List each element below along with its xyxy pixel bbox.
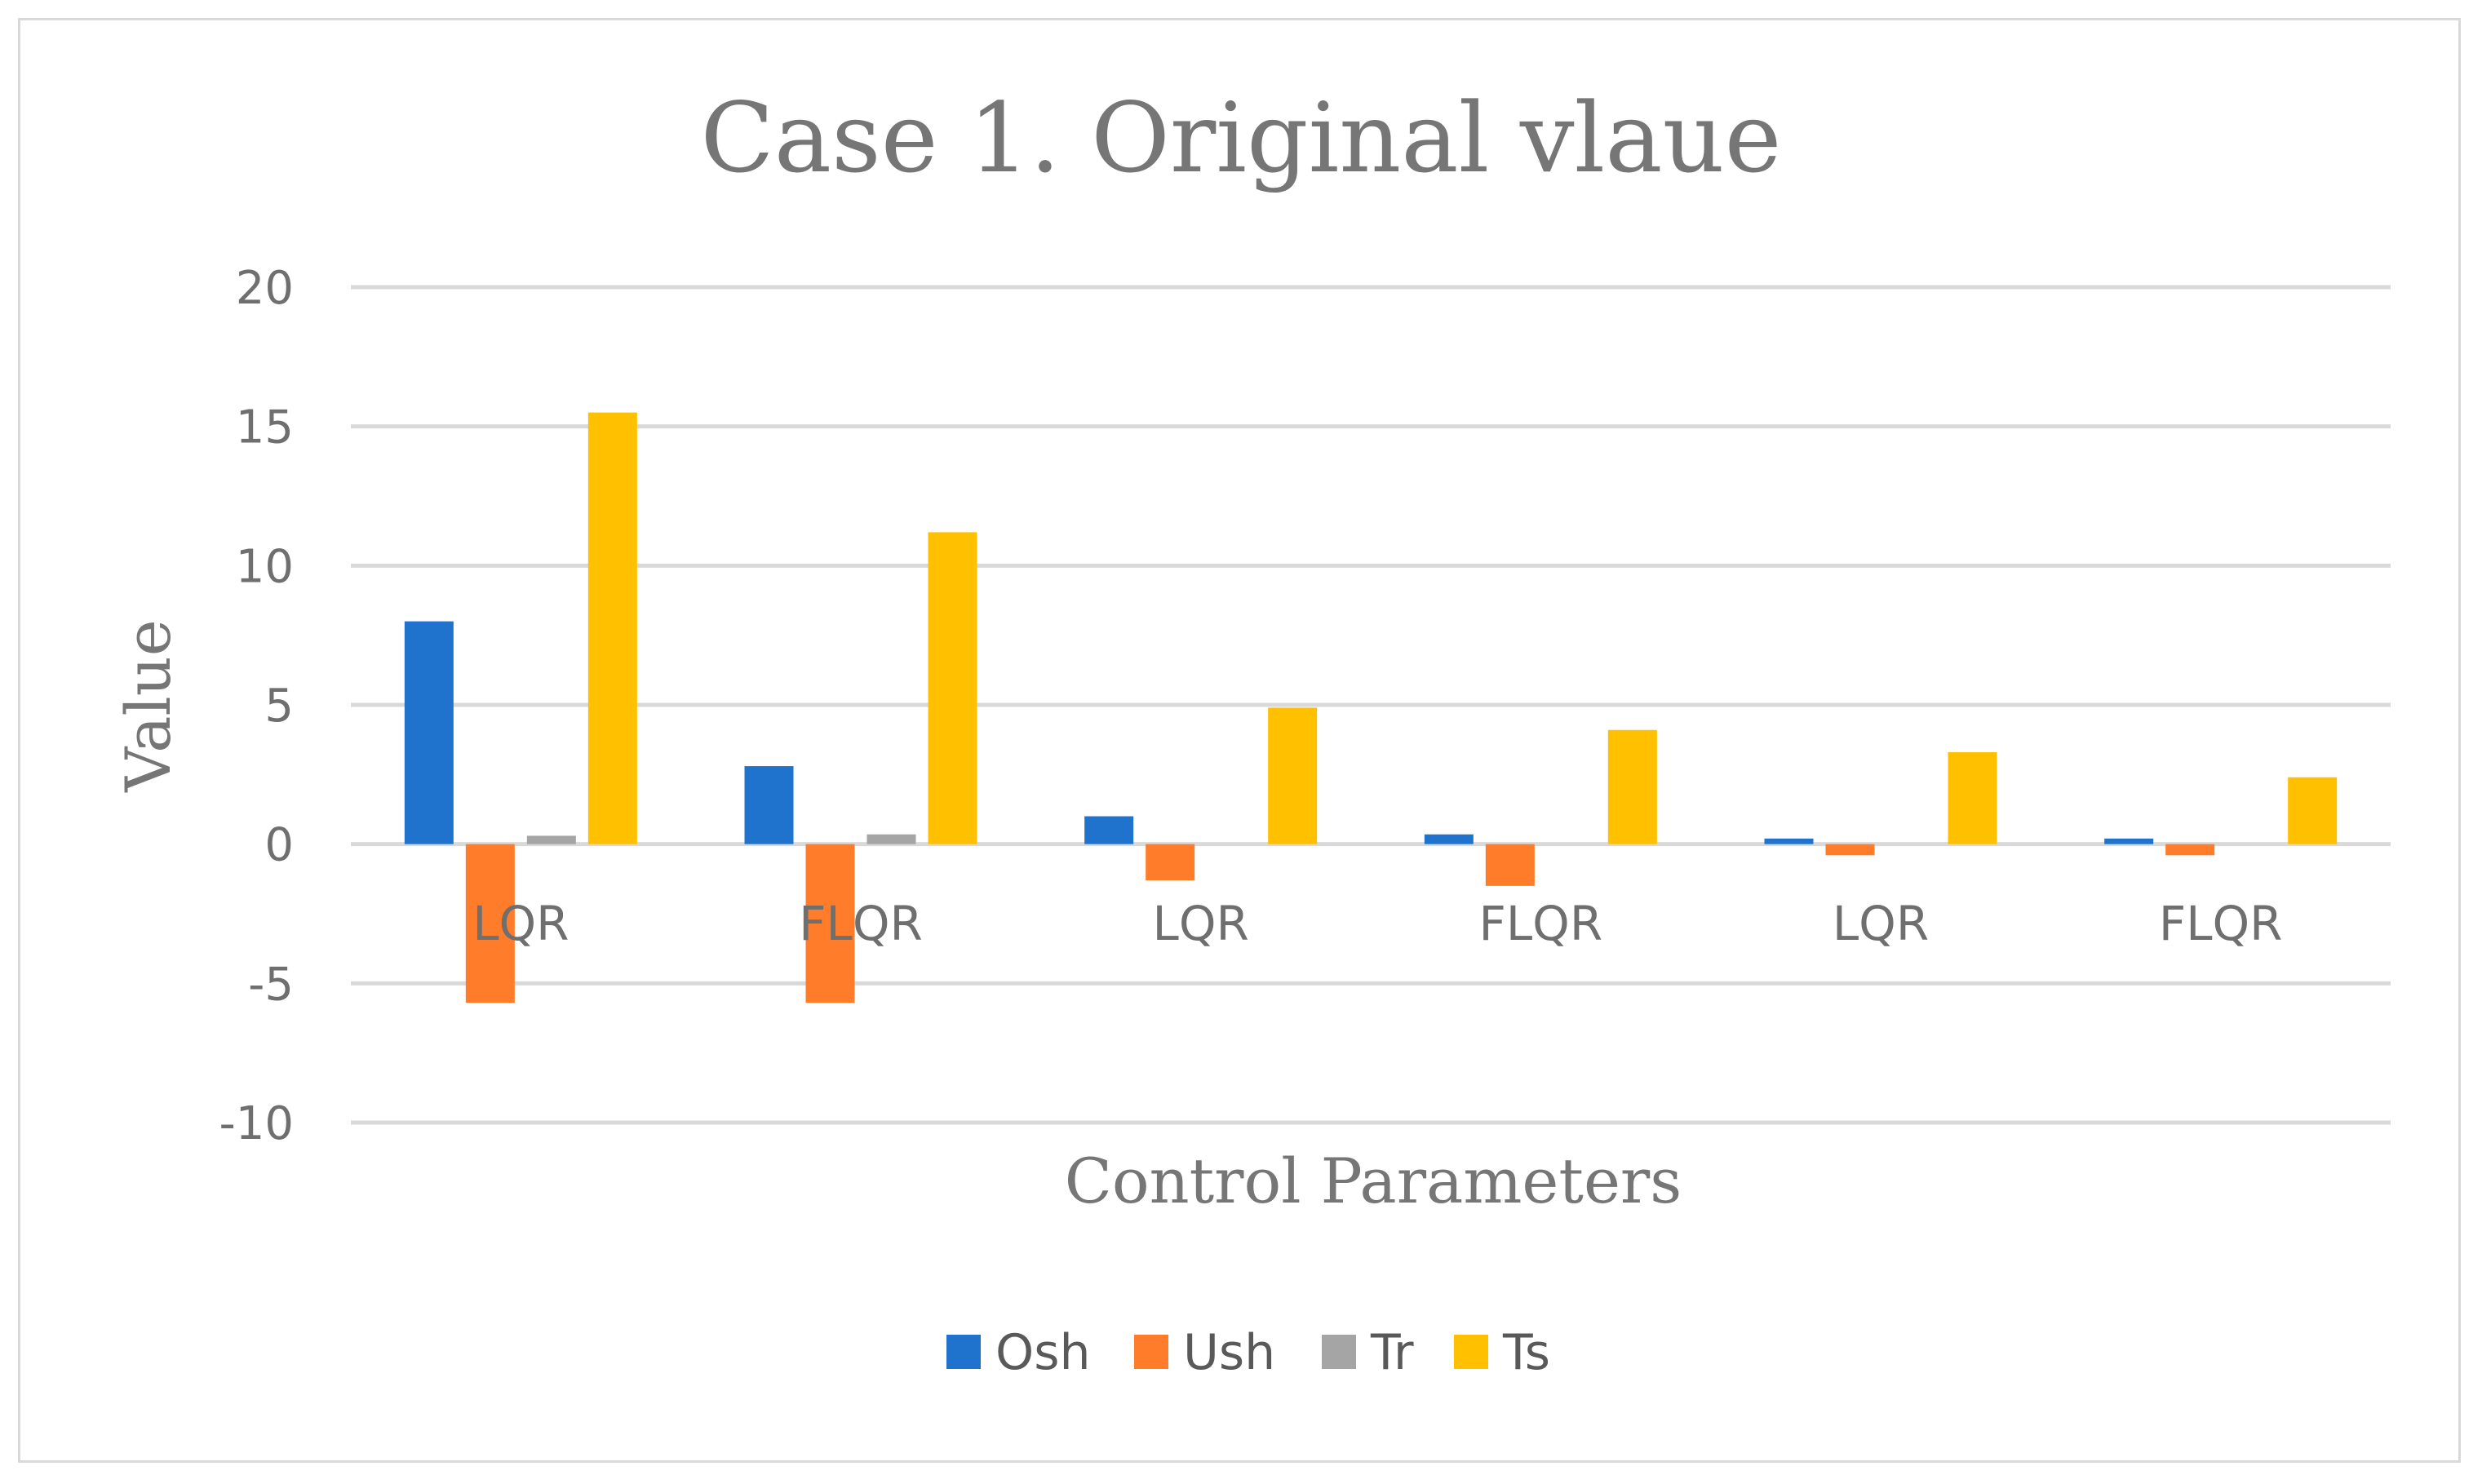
bar-osh	[404, 621, 454, 844]
x-category-label: FLQR	[2159, 896, 2283, 951]
bar-ush	[1146, 844, 1195, 881]
bar-tr	[526, 835, 576, 844]
x-category-label: LQR	[472, 896, 569, 951]
y-axis-title: Value	[112, 619, 184, 792]
bar-tr	[866, 834, 916, 844]
legend-label-ts: Ts	[1502, 1324, 1550, 1381]
chart-title: Case 1. Original vlaue	[701, 82, 1782, 194]
bar-osh	[744, 766, 794, 844]
legend-label-ush: Ush	[1183, 1324, 1275, 1381]
bar-ts	[1607, 729, 1657, 844]
y-tick-label: 10	[236, 540, 294, 593]
legend-swatch-ts	[1454, 1335, 1488, 1369]
x-category-label: FLQR	[799, 896, 923, 951]
bar-ts	[587, 412, 637, 844]
legend-label-osh: Osh	[995, 1324, 1091, 1381]
bar-osh	[1764, 838, 1814, 844]
legend-swatch-ush	[1134, 1335, 1168, 1369]
bar-osh	[1084, 816, 1134, 844]
bar-ts	[1948, 752, 1997, 844]
y-tick-label: 5	[264, 680, 294, 733]
bar-ush	[465, 844, 515, 1003]
bar-ts	[2288, 777, 2338, 844]
gridlines	[351, 285, 2391, 1125]
y-tick-label: -10	[219, 1097, 294, 1150]
x-category-label: LQR	[1153, 896, 1249, 951]
bar-ts	[928, 532, 977, 844]
bars	[404, 412, 2338, 1003]
legend-swatch-osh	[946, 1335, 981, 1369]
y-tick-label: 0	[264, 819, 294, 872]
x-category-label: FLQR	[1479, 896, 1603, 951]
bar-ush	[805, 844, 855, 1003]
y-tick-label: 20	[236, 262, 294, 315]
legend-swatch-tr	[1322, 1335, 1356, 1369]
bar-ush	[1485, 844, 1535, 886]
x-axis-title: Control Parameters	[1065, 1145, 1682, 1217]
y-axis-ticks: 20 15 10 5 0 -5 -10	[219, 262, 294, 1150]
legend: Osh Ush Tr Ts	[946, 1324, 1550, 1381]
x-category-label: LQR	[1833, 896, 1929, 951]
y-tick-label: -5	[248, 958, 294, 1011]
bar-ush	[2165, 844, 2215, 856]
bar-ts	[1268, 707, 1318, 844]
legend-label-tr: Tr	[1370, 1324, 1414, 1381]
bar-osh	[2104, 838, 2154, 844]
bar-osh	[1424, 834, 1474, 844]
x-axis-categories: LQR FLQR LQR FLQR LQR FLQR	[472, 896, 2282, 951]
y-tick-label: 15	[236, 401, 294, 454]
bar-ush	[1825, 844, 1875, 856]
